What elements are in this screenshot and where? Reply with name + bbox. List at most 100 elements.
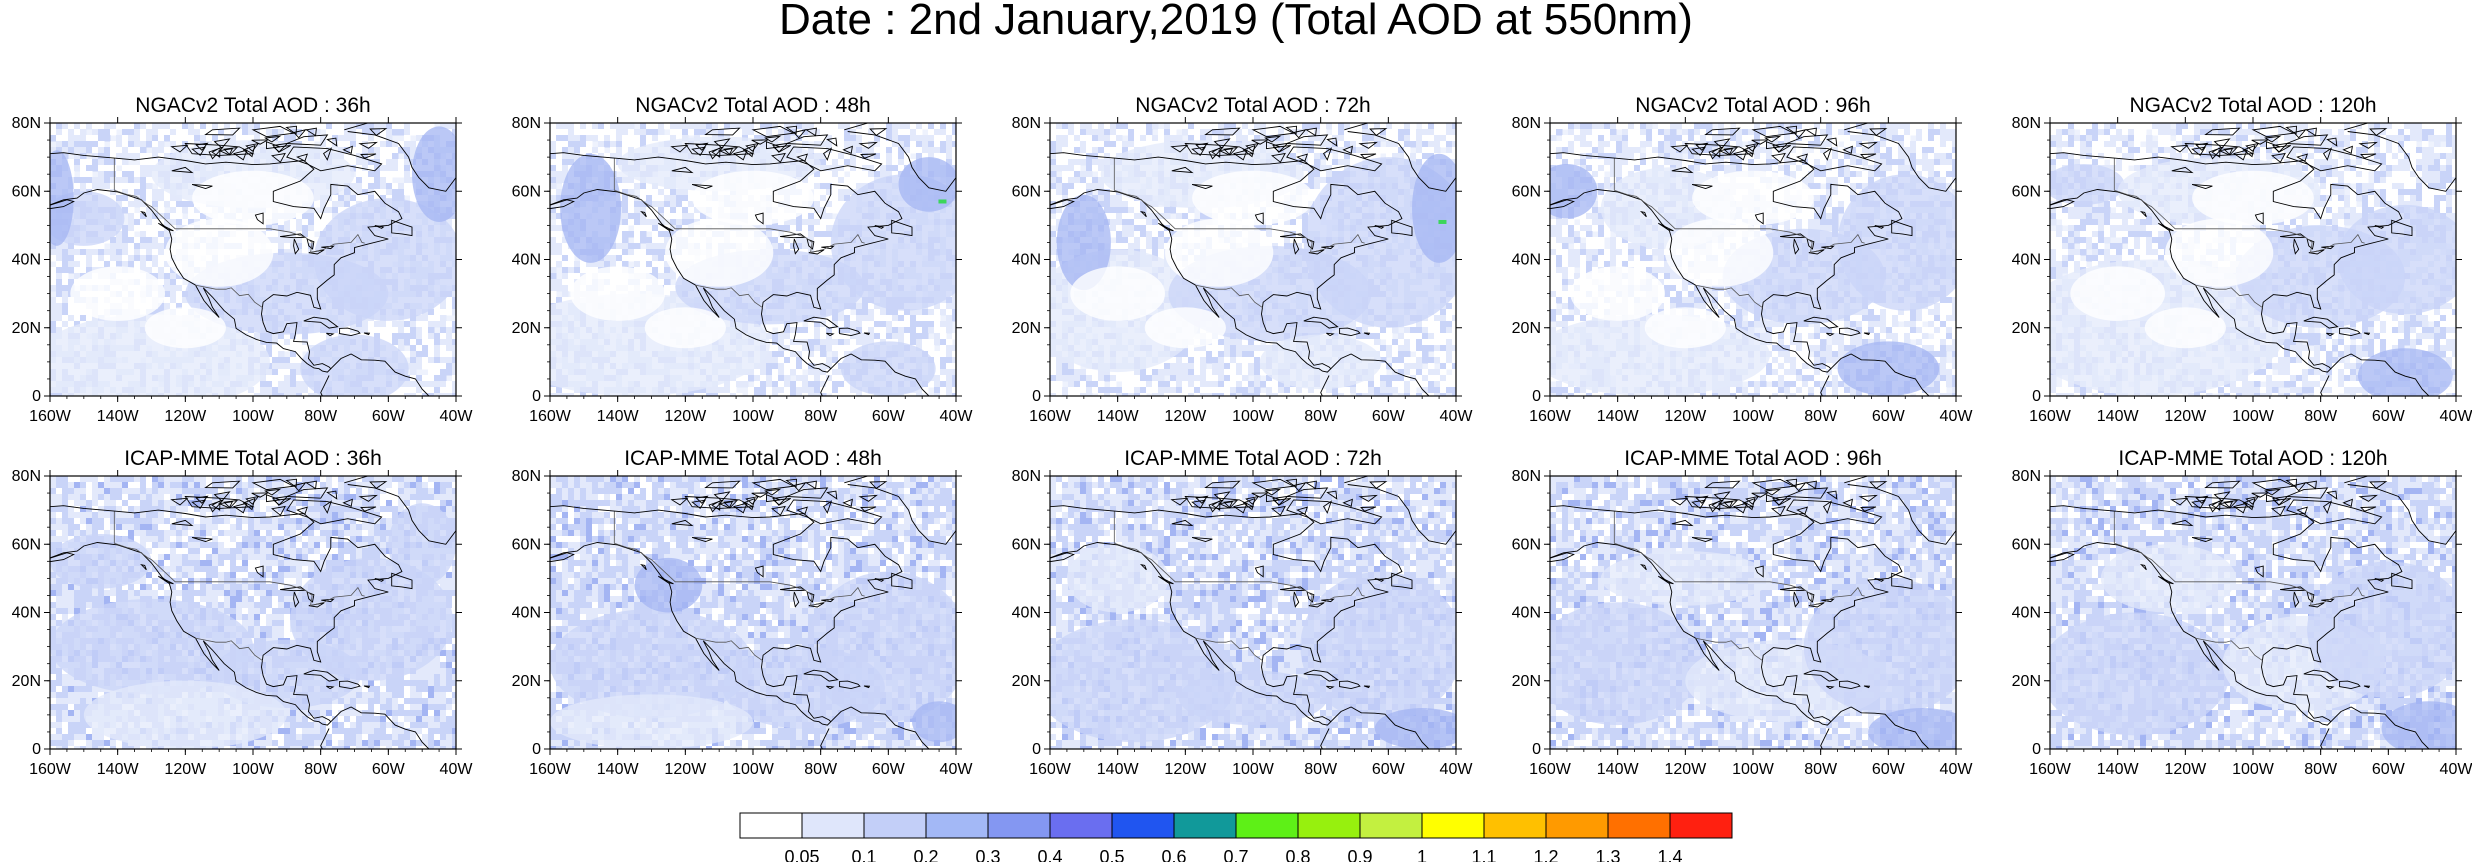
aod-cell — [50, 297, 57, 304]
aod-cell — [640, 219, 647, 226]
aod-cell — [278, 135, 285, 142]
aod-cell — [368, 153, 375, 160]
lon-tick-label: 120W — [164, 408, 207, 425]
aod-cell — [574, 267, 581, 274]
aod-cell — [556, 147, 563, 154]
aod-cell — [350, 147, 357, 154]
aod-cell — [122, 165, 129, 172]
aod-cell — [446, 123, 453, 130]
aod-cell — [176, 303, 183, 310]
aod-cell — [404, 327, 411, 334]
aod-cell — [74, 141, 81, 148]
aod-cell — [452, 309, 456, 316]
aod-cell — [634, 183, 641, 190]
aod-cell — [664, 279, 671, 286]
aod-cell — [820, 249, 827, 256]
aod-cell — [260, 381, 267, 388]
aod-cell — [416, 339, 423, 346]
aod-cell — [850, 135, 857, 142]
aod-cell — [146, 243, 153, 250]
aod-cell — [158, 267, 165, 274]
aod-cell — [122, 195, 129, 202]
aod-cell — [56, 285, 63, 292]
aod-cell — [550, 153, 557, 160]
aod-cell — [652, 129, 659, 136]
aod-cell — [814, 219, 821, 226]
aod-cell — [272, 129, 279, 136]
aod-cell — [92, 315, 99, 322]
aod-cell — [410, 153, 417, 160]
aod-cell — [446, 381, 453, 388]
aod-cell — [68, 159, 75, 166]
aod-cell — [916, 135, 923, 142]
aod-cell — [290, 357, 297, 364]
aod-cell — [772, 129, 779, 136]
aod-cell — [568, 123, 575, 130]
aod-cell — [796, 123, 803, 130]
aod-cell — [104, 153, 111, 160]
aod-cell — [802, 237, 809, 244]
aod-cell — [646, 201, 653, 208]
aod-cell — [302, 225, 309, 232]
aod-cell — [284, 363, 291, 370]
aod-cell — [350, 177, 357, 184]
aod-cell — [416, 129, 423, 136]
aod-cell — [56, 147, 63, 154]
aod-cell — [374, 171, 381, 178]
aod-cell — [676, 135, 683, 142]
aod-cell — [604, 255, 611, 262]
aod-cell — [380, 177, 387, 184]
aod-cell — [610, 135, 617, 142]
aod-cell — [628, 183, 635, 190]
aod-cell — [140, 237, 147, 244]
aod-cell — [50, 315, 57, 322]
aod-cell — [86, 141, 93, 148]
aod-cell — [164, 135, 171, 142]
aod-cell — [386, 339, 393, 346]
aod-cell — [50, 255, 57, 262]
aod-cell — [416, 357, 423, 364]
aod-cell — [814, 213, 821, 220]
aod-cell — [56, 297, 63, 304]
aod-cell — [796, 219, 803, 226]
aod-cell — [440, 345, 447, 352]
aod-cell — [152, 255, 159, 262]
aod-cell — [814, 147, 821, 154]
aod-cell — [562, 261, 569, 268]
aod-cell — [128, 171, 135, 178]
aod-cell — [398, 333, 405, 340]
aod-cell — [158, 147, 165, 154]
aod-cell — [140, 195, 147, 202]
aod-cell — [206, 123, 213, 130]
aod-cell — [164, 285, 171, 292]
aod-cell — [844, 165, 851, 172]
aod-cell — [128, 135, 135, 142]
aod-cell — [892, 141, 899, 148]
aod-cell — [170, 303, 177, 310]
aod-cell — [646, 225, 653, 232]
aod-cell — [568, 261, 575, 268]
aod-cell — [658, 261, 665, 268]
aod-cell — [152, 219, 159, 226]
aod-cell — [682, 189, 689, 196]
aod-cell — [610, 159, 617, 166]
aod-cell — [188, 207, 195, 214]
aod-cell — [332, 201, 339, 208]
aod-cell — [832, 195, 839, 202]
aod-cell — [808, 225, 815, 232]
aod-plume — [313, 198, 456, 321]
aod-cell — [392, 159, 399, 166]
aod-plume — [50, 150, 74, 246]
aod-cell — [50, 285, 57, 292]
aod-cell — [290, 393, 297, 396]
aod-cell — [814, 153, 821, 160]
aod-cell — [742, 123, 749, 130]
aod-cell — [296, 339, 303, 346]
aod-cell — [110, 189, 117, 196]
aod-cell — [892, 147, 899, 154]
aod-cell — [610, 255, 617, 262]
aod-cell — [892, 123, 899, 130]
aod-cell — [802, 177, 809, 184]
aod-cell — [634, 213, 641, 220]
figure-title: Date : 2nd January,2019 (Total AOD at 55… — [0, 0, 2472, 42]
